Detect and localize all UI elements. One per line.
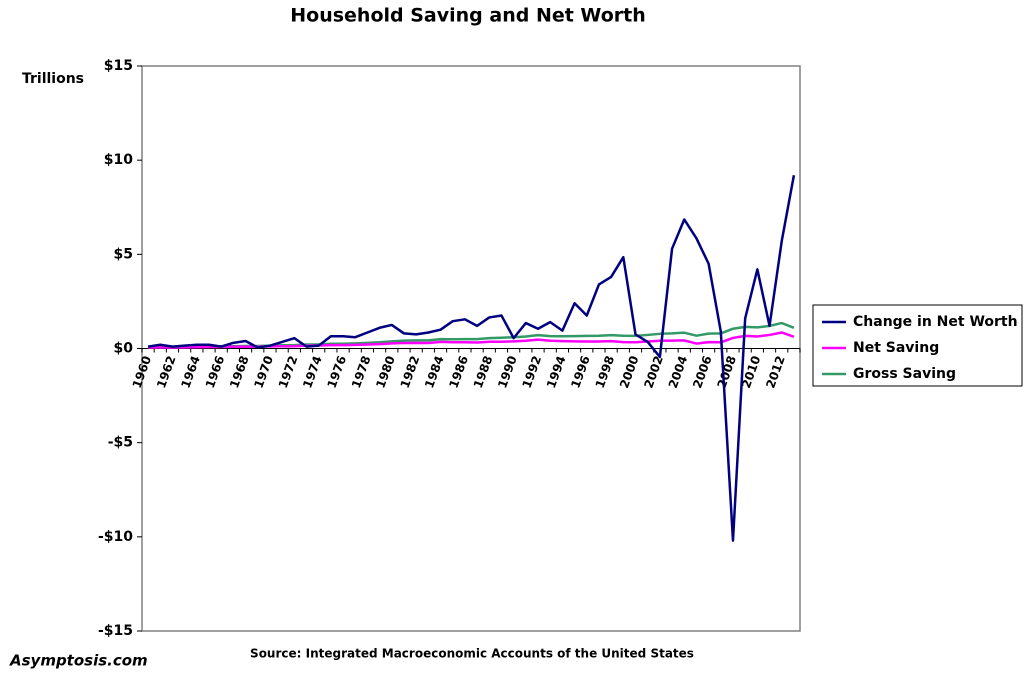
x-tick-label: 2002 [641, 354, 666, 390]
x-tick-label: 2000 [617, 354, 642, 390]
y-tick-label: $10 [104, 152, 133, 168]
x-tick-label: 1990 [495, 354, 520, 390]
x-tick-label: 1960 [130, 354, 155, 390]
source-note: Source: Integrated Macroeconomic Account… [250, 647, 694, 661]
x-tick-label: 1992 [520, 354, 545, 390]
x-tick-label: 1962 [154, 354, 179, 390]
legend-box [812, 304, 1023, 387]
x-tick-label: 2004 [666, 354, 691, 390]
x-tick-label: 1966 [203, 354, 228, 390]
x-tick-label: 1968 [227, 354, 252, 390]
x-tick-label: 1988 [471, 354, 496, 390]
x-tick-label: 1974 [300, 354, 325, 390]
series-line [147, 175, 796, 542]
x-tick-label: 1996 [568, 354, 593, 390]
y-tick-label: $5 [114, 246, 133, 262]
x-tick-label: 1980 [373, 354, 398, 390]
legend-label: Change in Net Worth [853, 314, 1018, 330]
watermark: Asymptosis.com [9, 652, 148, 670]
x-tick-label: 1972 [276, 354, 301, 390]
chart-title: Household Saving and Net Worth [290, 5, 646, 27]
y-tick-label: $15 [104, 58, 133, 74]
x-tick-label: 1982 [398, 354, 423, 390]
y-tick-label: -$10 [98, 529, 133, 545]
y-tick-label: $0 [114, 341, 134, 357]
x-tick-label: 1976 [325, 354, 350, 390]
x-tick-label: 1964 [178, 354, 203, 390]
x-tick-label: 2006 [690, 354, 715, 390]
x-tick-label: 1978 [349, 354, 374, 390]
x-tick-label: 2008 [715, 354, 740, 390]
y-tick-label: -$5 [108, 435, 133, 451]
legend-label: Gross Saving [853, 366, 956, 382]
x-tick-label: 1984 [422, 354, 447, 390]
x-tick-label: 1986 [446, 354, 471, 390]
x-tick-label: 2012 [763, 354, 788, 390]
legend-label: Net Saving [853, 340, 939, 356]
y-tick-label: -$15 [98, 623, 133, 639]
x-tick-label: 1970 [251, 354, 276, 390]
y-axis-label: Trillions [22, 71, 84, 87]
x-tick-label: 1998 [593, 354, 618, 390]
x-tick-label: 1994 [544, 354, 569, 390]
